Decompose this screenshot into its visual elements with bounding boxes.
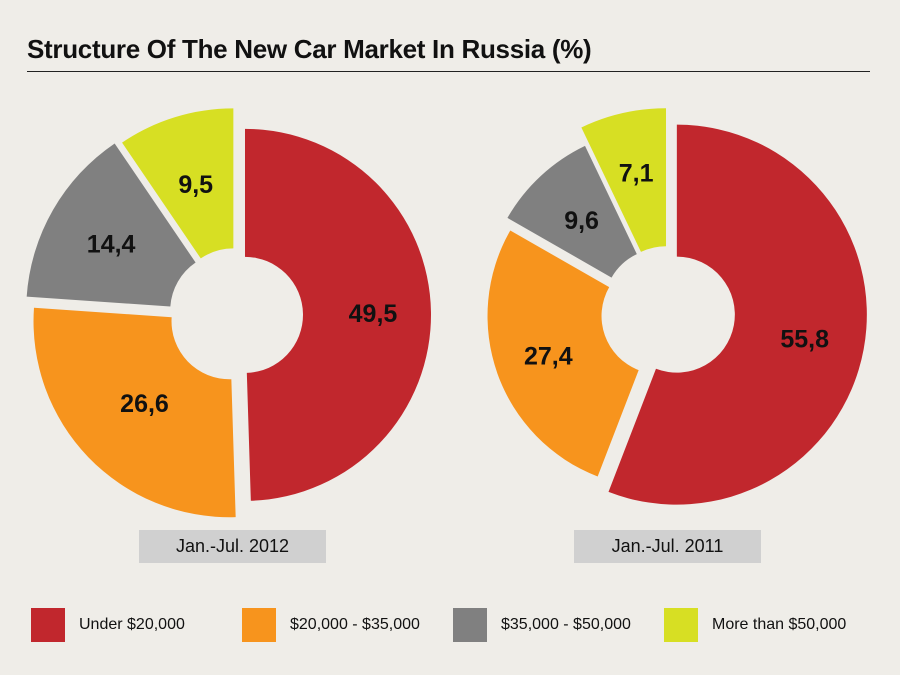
period-label-2011: Jan.-Jul. 2011 (574, 530, 761, 563)
data-label-35000-50000-1: 9,6 (564, 207, 599, 235)
title-divider (27, 71, 870, 72)
slice-20000-35000-0 (33, 307, 236, 518)
period-label-2012: Jan.-Jul. 2012 (139, 530, 326, 563)
legend-item-20000-35000: $20,000 - $35,000 (242, 608, 420, 642)
legend-item-over-50000: More than $50,000 (664, 608, 846, 642)
data-label-over-50000-1: 7,1 (619, 160, 654, 188)
chart-title: Structure Of The New Car Market In Russi… (27, 34, 592, 64)
slice-20000-35000-1 (487, 230, 639, 477)
legend-label: More than $50,000 (712, 616, 847, 633)
data-label-20000-35000-0: 26,6 (120, 390, 169, 418)
slice-under-20000-1 (608, 124, 867, 505)
legend-item-35000-50000: $35,000 - $50,000 (453, 608, 631, 642)
slice-35000-50000-1 (507, 145, 637, 278)
data-label-35000-50000-0: 14,4 (87, 230, 136, 258)
legend-swatch-yellow (664, 608, 698, 642)
legend-swatch-red (31, 608, 65, 642)
slice-under-20000-0 (244, 128, 431, 501)
slice-over-50000-1 (581, 108, 667, 252)
data-label-20000-35000-1: 27,4 (524, 342, 573, 370)
slice-35000-50000-0 (26, 143, 196, 307)
legend-item-under-20000: Under $20,000 (31, 608, 185, 642)
slice-over-50000-0 (122, 108, 234, 259)
legend-label: Under $20,000 (79, 616, 185, 633)
legend-swatch-gray (453, 608, 487, 642)
legend-swatch-orange (242, 608, 276, 642)
data-label-over-50000-0: 9,5 (178, 171, 213, 199)
legend-label: $35,000 - $50,000 (501, 616, 631, 633)
legend-label: $20,000 - $35,000 (290, 616, 420, 633)
data-label-under-20000-0: 49,5 (349, 300, 398, 328)
data-label-under-20000-1: 55,8 (780, 325, 829, 353)
